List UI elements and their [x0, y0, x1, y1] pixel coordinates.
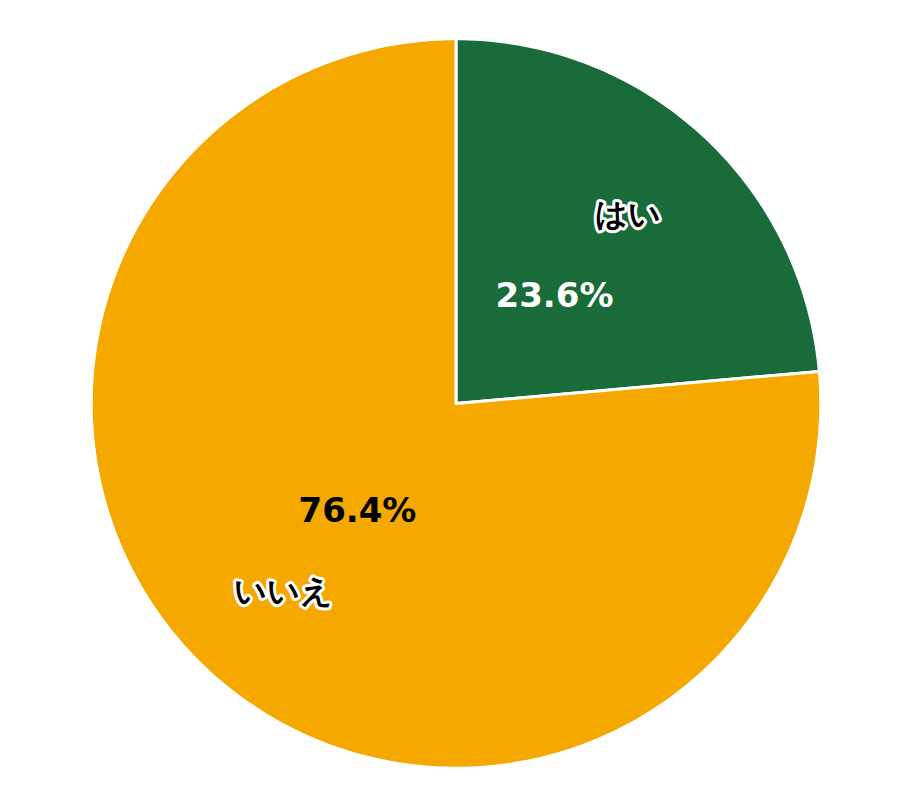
svg-text:23.6%: 23.6%: [496, 275, 614, 315]
svg-text:76.4%: 76.4%: [298, 490, 416, 530]
svg-text:いいえ: いいえ: [234, 572, 333, 610]
svg-text:はい: はい: [595, 195, 661, 233]
